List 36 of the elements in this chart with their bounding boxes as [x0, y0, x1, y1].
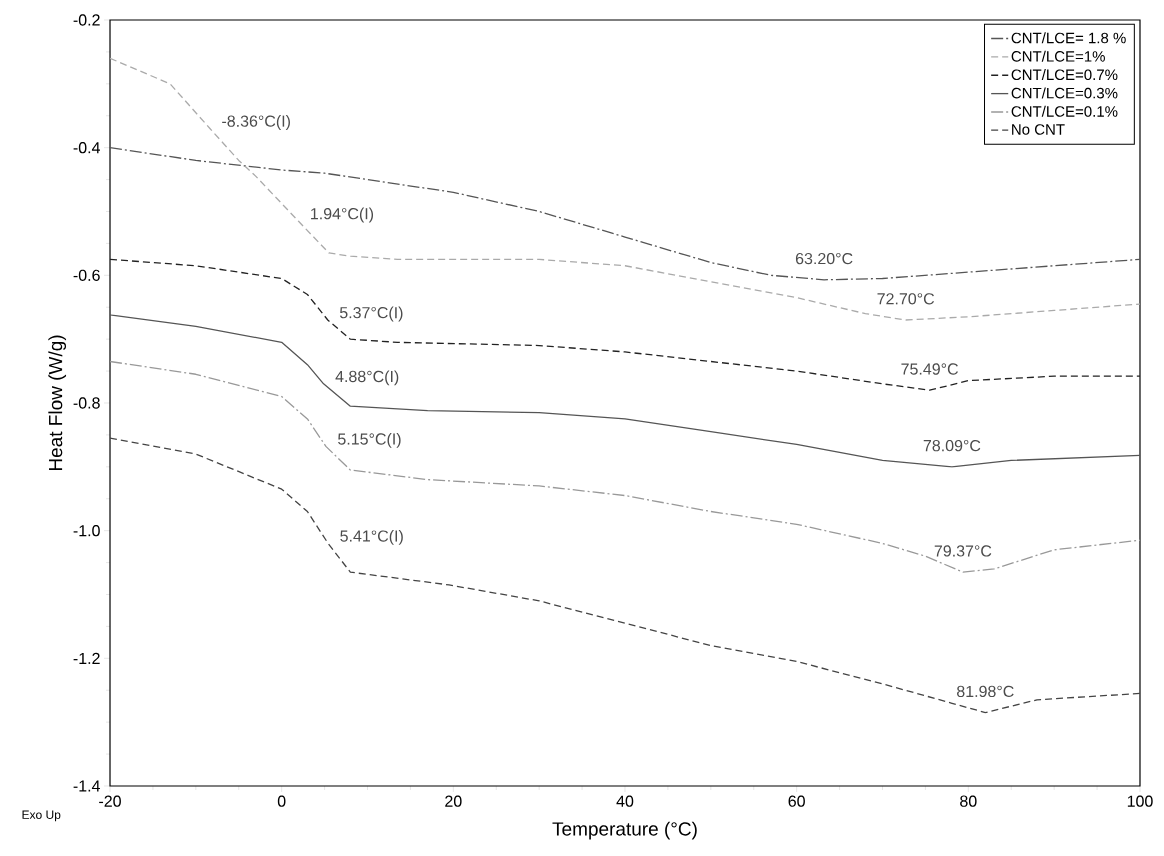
- annotation: 5.15°C(I): [338, 432, 401, 448]
- x-tick-label: -20: [99, 795, 121, 807]
- x-tick-label: 80: [960, 795, 977, 807]
- annotation: 4.88°C(I): [335, 370, 399, 386]
- legend-label: CNT/LCE=0.7%: [1011, 69, 1118, 81]
- annotation: 1.94°C(I): [311, 207, 374, 223]
- annotation: 63.20°C: [795, 252, 853, 265]
- annotation: 81.98°C: [957, 685, 1014, 698]
- legend-label: No CNT: [1012, 124, 1065, 135]
- y-tick-label: -1.0: [73, 525, 100, 537]
- annotation: 79.37°C: [934, 545, 992, 557]
- x-tick-label: 60: [788, 795, 805, 807]
- y-tick-label: -0.8: [73, 397, 100, 409]
- legend-label: CNT/LCE= 1.8 %: [1011, 32, 1126, 44]
- y-tick-label: -0.2: [73, 14, 100, 26]
- y-tick-label: -0.6: [73, 269, 100, 281]
- legend-label: CNT/LCE=0.3%: [1011, 87, 1118, 99]
- y-tick-label: -1.4: [73, 780, 100, 792]
- y-tick-label: -1.2: [73, 652, 100, 664]
- annotation: 75.49°C: [901, 363, 958, 375]
- annotation: -8.36°C(I): [222, 115, 290, 130]
- annotation: 72.70°C: [877, 293, 935, 305]
- y-axis-title: Heat Flow (W/g): [48, 335, 67, 471]
- legend-label: CNT/LCE=1%: [1011, 50, 1105, 62]
- x-tick-label: 20: [445, 795, 462, 807]
- legend-label: CNT/LCE=0.1%: [1011, 105, 1118, 117]
- y-tick-label: -0.4: [73, 142, 100, 154]
- annotation: 78.09°C: [923, 439, 981, 452]
- annotation: 5.41°C(I): [340, 529, 403, 545]
- line-series: [110, 147, 1140, 281]
- x-tick-label: 0: [277, 795, 286, 807]
- x-axis-title: Temperature (°C): [552, 821, 697, 840]
- x-tick-label: 100: [1127, 795, 1153, 807]
- x-tick-label: 40: [616, 795, 634, 807]
- annotation: 5.37°C(I): [339, 306, 403, 322]
- text: Exo Up: [22, 810, 61, 822]
